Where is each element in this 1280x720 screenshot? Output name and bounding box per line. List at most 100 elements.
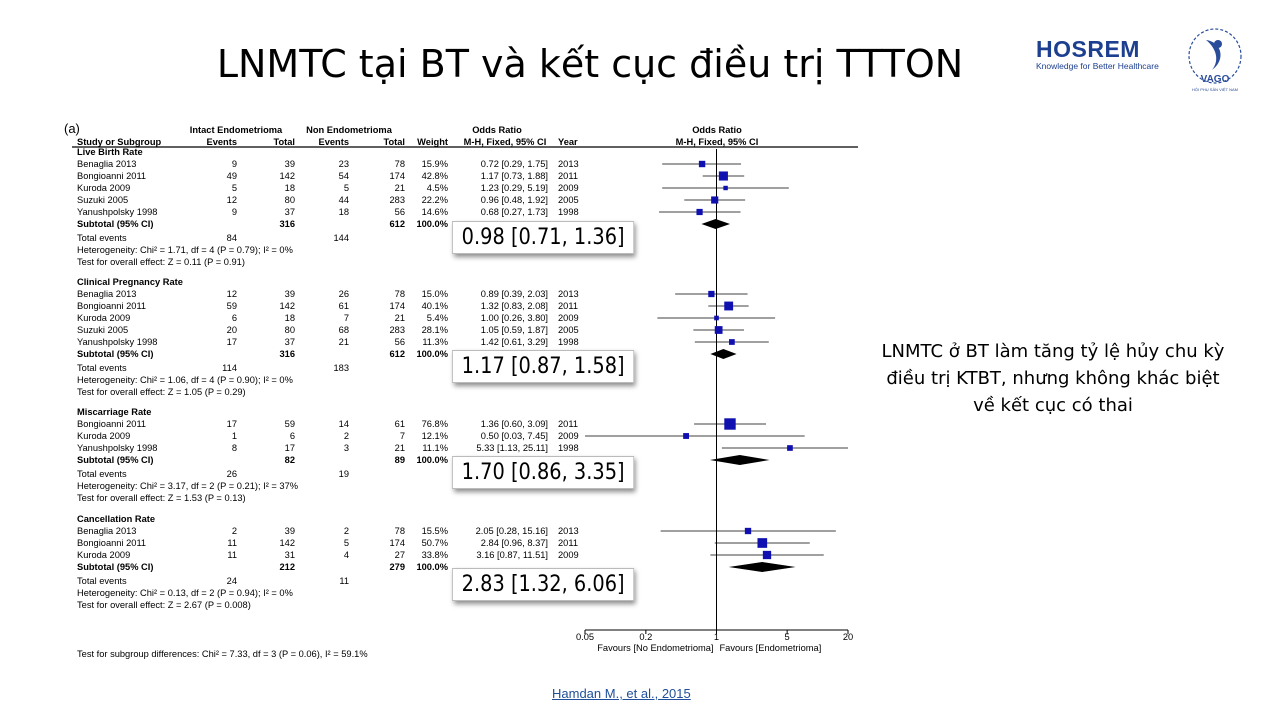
events-intact: 11 (227, 538, 237, 548)
total-non: 21 (395, 443, 405, 453)
study-ci: 1.32 [0.83, 2.08] (481, 301, 548, 311)
study-year: 2013 (558, 526, 579, 536)
events-intact: 9 (232, 207, 237, 217)
subtotal-total-non: 612 (389, 349, 405, 359)
study-weight: 15.9% (422, 159, 448, 169)
total-non: 78 (395, 159, 405, 169)
overall-effect: Test for overall effect: Z = 0.11 (P = 0… (77, 257, 245, 267)
subgroup-heading: Miscarriage Rate (77, 407, 151, 417)
study-square (718, 171, 728, 181)
total-events-non: 144 (333, 233, 349, 243)
events-non: 18 (339, 207, 349, 217)
total-intact: 142 (279, 171, 295, 181)
events-non: 54 (339, 171, 349, 181)
column-header: Events (319, 137, 350, 147)
study-year: 2013 (558, 289, 579, 299)
events-non: 44 (339, 195, 349, 205)
total-events-label: Total events (77, 363, 127, 373)
events-intact: 2 (232, 526, 237, 536)
study-square (724, 418, 736, 430)
overall-effect: Test for overall effect: Z = 1.05 (P = 0… (77, 387, 246, 397)
total-non: 174 (389, 171, 405, 181)
header-intact-group: Intact Endometrioma (190, 125, 283, 135)
study-weight: 11.3% (422, 337, 448, 347)
events-non: 68 (339, 325, 349, 335)
subtotal-label: Subtotal (95% CI) (77, 349, 153, 359)
vago-logo: VAGO HỘI PHỤ SẢN VIỆT NAM (1182, 26, 1248, 96)
citation-link[interactable]: Hamdan M., et al., 2015 (552, 686, 691, 701)
events-intact: 8 (232, 443, 237, 453)
total-non: 27 (395, 550, 405, 560)
study-year: 2005 (558, 325, 579, 335)
study-ci: 1.00 [0.26, 3.80] (481, 313, 548, 323)
total-non: 78 (395, 526, 405, 536)
total-intact: 142 (279, 538, 295, 548)
favours-left: Favours [No Endometrioma] (597, 643, 713, 653)
study-ci: 0.96 [0.48, 1.92] (481, 195, 548, 205)
study-name: Kuroda 2009 (77, 431, 130, 441)
study-square (757, 538, 768, 548)
study-year: 2011 (558, 538, 578, 548)
study-weight: 4.5% (427, 183, 448, 193)
vago-logo-sub: HỘI PHỤ SẢN VIỆT NAM (1192, 87, 1238, 92)
subtotal-diamond (710, 349, 737, 359)
study-year: 2009 (558, 550, 579, 560)
total-events-intact: 114 (222, 363, 237, 373)
study-name: Yanushpolsky 1998 (77, 443, 157, 453)
study-name: Suzuki 2005 (77, 195, 128, 205)
total-intact: 18 (285, 183, 295, 193)
study-year: 2011 (558, 419, 578, 429)
heterogeneity: Heterogeneity: Chi² = 3.17, df = 2 (P = … (77, 481, 298, 491)
study-year: 2009 (558, 313, 579, 323)
total-events-intact: 26 (227, 469, 237, 479)
callout-live-birth: 0.98 [0.71, 1.36] (452, 221, 635, 254)
header-or-plot: Odds Ratio (692, 125, 742, 135)
study-square (683, 433, 689, 439)
events-intact: 49 (227, 171, 237, 181)
events-non: 23 (339, 159, 349, 169)
study-name: Kuroda 2009 (77, 550, 130, 560)
subtotal-total-non: 89 (395, 455, 405, 465)
study-weight: 5.4% (427, 313, 448, 323)
subtotal-weight: 100.0% (416, 219, 448, 229)
total-intact: 18 (285, 313, 295, 323)
study-ci: 1.42 [0.61, 3.29] (481, 337, 548, 347)
vago-emblem-icon: VAGO HỘI PHỤ SẢN VIỆT NAM (1188, 28, 1242, 92)
total-non: 7 (400, 431, 405, 441)
study-year: 2013 (558, 159, 579, 169)
study-weight: 76.8% (422, 419, 448, 429)
heterogeneity: Heterogeneity: Chi² = 1.71, df = 4 (P = … (77, 245, 293, 255)
x-tick-label: 0.2 (639, 632, 652, 642)
events-intact: 59 (227, 301, 237, 311)
study-name: Benaglia 2013 (77, 159, 136, 169)
study-square (729, 339, 735, 345)
hosrem-logo-tagline: Knowledge for Better Healthcare (1036, 61, 1159, 71)
x-tick-label: 0.05 (576, 632, 594, 642)
subtotal-diamond (728, 562, 796, 572)
study-weight: 14.6% (422, 207, 448, 217)
overall-effect: Test for overall effect: Z = 1.53 (P = 0… (77, 493, 246, 503)
x-tick-label: 20 (843, 632, 853, 642)
total-intact: 31 (285, 550, 295, 560)
events-intact: 1 (232, 431, 237, 441)
total-intact: 17 (285, 443, 295, 453)
study-weight: 12.1% (422, 431, 448, 441)
study-ci: 0.89 [0.39, 2.03] (481, 289, 548, 299)
total-events-non: 11 (339, 576, 349, 586)
subtotal-weight: 100.0% (416, 455, 448, 465)
total-non: 21 (395, 313, 405, 323)
study-weight: 50.7% (422, 538, 448, 548)
overall-effect: Test for overall effect: Z = 2.67 (P = 0… (77, 600, 251, 610)
study-year: 2009 (558, 183, 579, 193)
subtotal-label: Subtotal (95% CI) (77, 219, 153, 229)
study-name: Benaglia 2013 (77, 526, 136, 536)
events-intact: 11 (227, 550, 237, 560)
events-intact: 6 (232, 313, 237, 323)
x-tick-label: 5 (785, 632, 790, 642)
study-weight: 11.1% (422, 443, 448, 453)
events-intact: 5 (232, 183, 237, 193)
total-intact: 80 (285, 195, 295, 205)
study-square (762, 550, 772, 560)
study-weight: 15.0% (422, 289, 448, 299)
favours-right: Favours [Endometrioma] (720, 643, 822, 653)
